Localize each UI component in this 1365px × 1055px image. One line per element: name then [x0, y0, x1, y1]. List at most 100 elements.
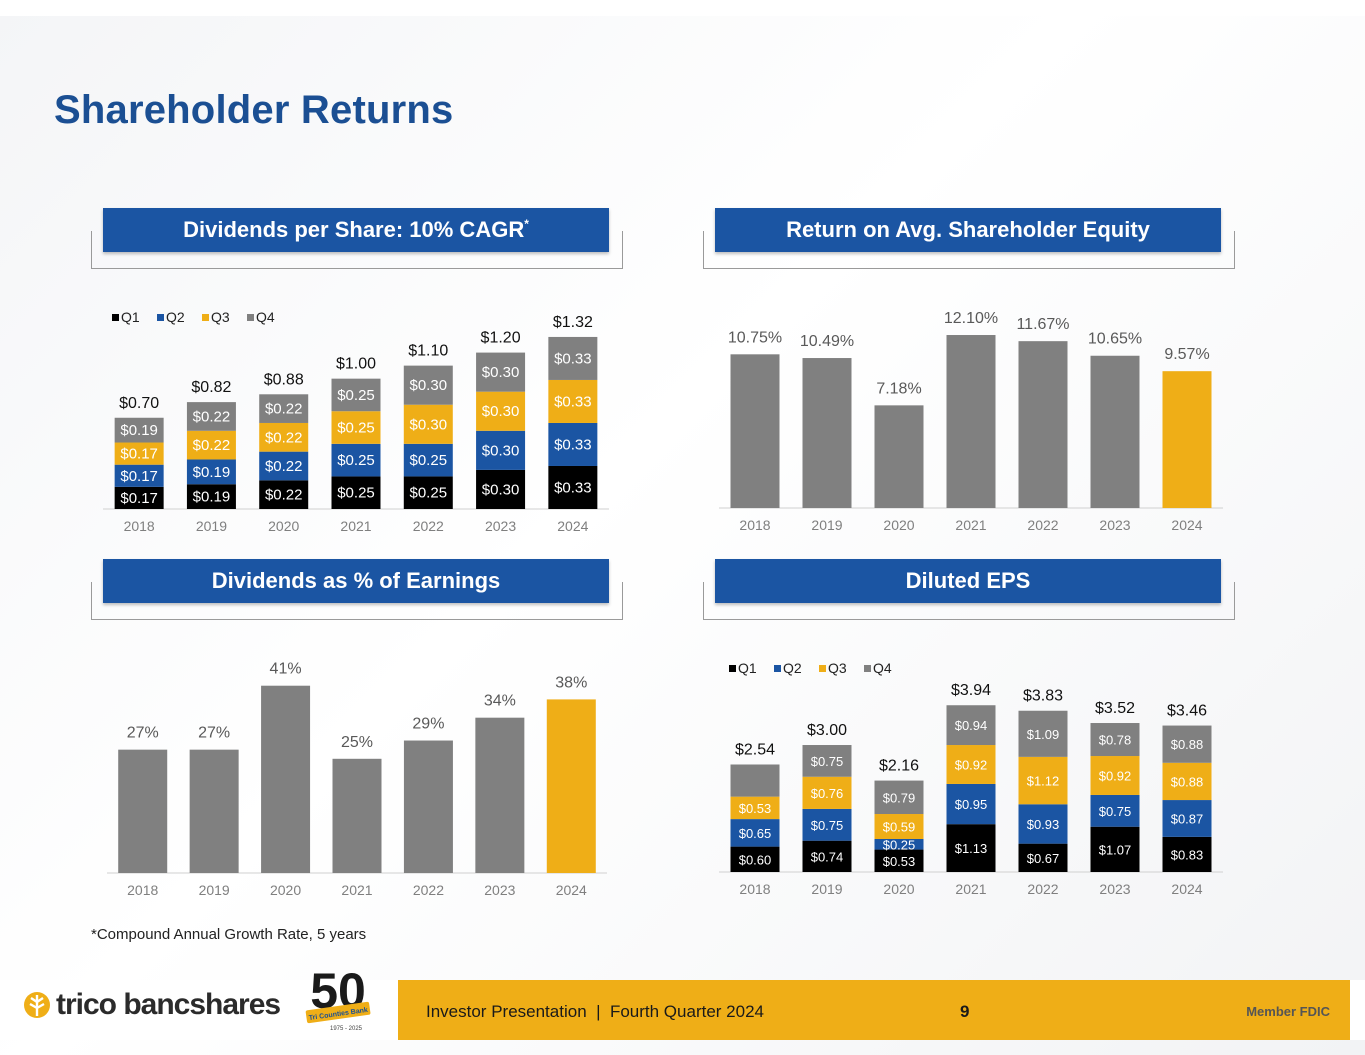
eps-total-label: $3.83 — [1023, 688, 1063, 705]
dps-total-label: $1.10 — [408, 343, 448, 360]
company-name: trico bancshares — [56, 988, 281, 1021]
roe-bar — [1018, 341, 1068, 508]
dps-data-label-q4: $0.22 — [265, 401, 303, 418]
dps-data-label-q4: $0.30 — [482, 364, 520, 381]
dps-legend-swatch-q1 — [112, 314, 119, 321]
eps-bar-q3 — [1162, 762, 1212, 801]
dps-tick-label: 2023 — [485, 518, 516, 534]
eps-bar-q1 — [730, 846, 780, 872]
payout-data-label: 41% — [270, 661, 302, 678]
eps-data-label-q2: $0.95 — [955, 797, 988, 812]
eps-legend-swatch-q3 — [819, 665, 826, 672]
eps-data-label-q2: $0.93 — [1027, 817, 1060, 832]
payout-tick-label: 2023 — [484, 882, 515, 898]
dps-data-label-q2: $0.17 — [120, 468, 158, 485]
company-logo: trico bancshares — [22, 988, 281, 1022]
eps-data-label-q4: $0.88 — [1171, 737, 1204, 752]
dps-bar-q1 — [403, 476, 453, 509]
dps-data-label-q1: $0.30 — [482, 481, 520, 498]
page-number: 9 — [960, 1002, 970, 1021]
roe-data-label: 10.65% — [1088, 331, 1142, 348]
dps-data-label-q2: $0.19 — [193, 464, 231, 481]
dps-bar-q3 — [259, 422, 309, 452]
dps-data-label-q3: $0.25 — [337, 420, 375, 437]
payout-tick-label: 2021 — [341, 882, 372, 898]
eps-data-label-q3: $0.92 — [955, 757, 988, 772]
payout-panel-header: Dividends as % of Earnings — [103, 559, 609, 603]
dps-bar-q3 — [403, 404, 453, 444]
payout-bar — [332, 758, 382, 873]
payout-bar — [118, 749, 168, 873]
dps-total-label: $0.88 — [264, 371, 304, 388]
dps-legend-label-q1: Q1 — [121, 309, 140, 325]
payout-data-label: 27% — [198, 725, 230, 742]
eps-total-label: $2.16 — [879, 758, 919, 775]
dps-bar-q4 — [186, 402, 236, 431]
dps-data-label-q3: $0.33 — [554, 393, 592, 410]
roe-tick-label: 2019 — [811, 517, 842, 533]
member-fdic: Member FDIC — [1246, 1004, 1330, 1019]
eps-total-label: $2.54 — [735, 741, 775, 758]
dps-chart: Q1 Q2 Q3 Q4 2018 $0.17 $0.17 $0.17 $0.19 $0.70 201… — [103, 309, 609, 534]
roe-tick-label: 2021 — [955, 517, 986, 533]
dps-data-label-q2: $0.25 — [337, 452, 375, 469]
footer-bar: Investor Presentation | Fourth Quarter 2… — [398, 980, 1350, 1040]
dps-data-label-q4: $0.19 — [120, 422, 158, 439]
payout-tick-label: 2020 — [270, 882, 301, 898]
eps-bar-q3 — [802, 776, 852, 809]
eps-total-label: $3.00 — [807, 722, 847, 739]
dps-bar-q2 — [186, 459, 236, 485]
payout-tick-label: 2019 — [199, 882, 230, 898]
payout-bar — [403, 740, 453, 873]
eps-data-label-q3: $0.92 — [1099, 768, 1132, 783]
payout-data-label: 27% — [127, 725, 159, 742]
dps-tick-label: 2020 — [268, 518, 299, 534]
footer: trico bancshares 50 Tri Counties Bank 19… — [0, 963, 1365, 1040]
eps-tick-label: 2019 — [811, 881, 842, 897]
eps-data-label-q1: $0.60 — [739, 852, 772, 867]
dps-bar-q4 — [403, 365, 453, 405]
eps-bar-q1 — [1090, 826, 1140, 872]
dps-data-label-q1: $0.19 — [193, 489, 231, 506]
eps-panel-frame — [703, 582, 1235, 620]
roe-panel-title: Return on Avg. Shareholder Equity — [786, 217, 1150, 242]
eps-legend-label-q2: Q2 — [783, 660, 802, 676]
eps-panel-header: Diluted EPS — [715, 559, 1221, 603]
roe-data-label: 7.18% — [876, 380, 921, 397]
dps-bar-q1 — [476, 469, 526, 509]
eps-data-label-q3: $0.53 — [739, 801, 772, 816]
roe-chart: 2018 10.75% 2019 10.49% 2020 7.18% 2021 12.10% 2… — [719, 310, 1223, 533]
eps-bar-q2 — [802, 808, 852, 841]
dps-data-label-q3: $0.22 — [193, 437, 231, 454]
eps-tick-label: 2024 — [1171, 881, 1202, 897]
roe-bar — [946, 335, 996, 508]
dps-bar-q2 — [114, 464, 164, 487]
dps-bar-q2 — [476, 430, 526, 470]
dps-bar-q4 — [548, 336, 598, 380]
anniversary-badge-icon: 50 Tri Counties Bank 1975 - 2025 — [305, 963, 371, 1032]
eps-bar-q2 — [1018, 804, 1068, 844]
dps-bar-q2 — [331, 443, 381, 477]
eps-tick-label: 2020 — [883, 881, 914, 897]
eps-data-label-q3: $0.76 — [811, 786, 844, 801]
dps-bar-q3 — [476, 391, 526, 431]
eps-data-label-q4: $0.94 — [955, 718, 988, 733]
eps-bar-q2 — [1162, 800, 1212, 837]
eps-legend-swatch-q1 — [729, 665, 736, 672]
eps-data-label-q1: $1.07 — [1099, 842, 1132, 857]
dps-bar-q3 — [331, 411, 381, 444]
payout-bar — [261, 685, 311, 873]
dps-bar-q2 — [403, 443, 453, 477]
eps-tick-label: 2021 — [955, 881, 986, 897]
dps-data-label-q2: $0.22 — [265, 458, 303, 475]
dps-bar-q1 — [331, 476, 381, 509]
payout-data-label: 29% — [412, 716, 444, 733]
roe-bar — [1162, 371, 1212, 508]
payout-bar — [189, 749, 239, 873]
dps-panel-frame — [91, 231, 623, 269]
eps-data-label-q2: $0.65 — [739, 826, 772, 841]
roe-data-label: 10.49% — [800, 333, 854, 350]
eps-bar-q3 — [946, 745, 996, 784]
eps-bar-q1 — [946, 824, 996, 872]
